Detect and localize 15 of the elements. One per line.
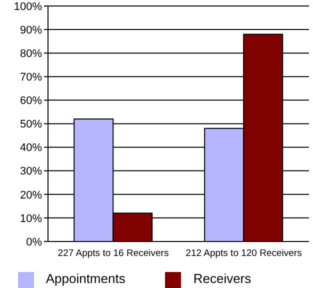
y-tick-label: 70% <box>20 72 42 84</box>
y-tick-label: 90% <box>20 24 42 36</box>
y-tick-label: 30% <box>20 166 42 178</box>
y-tick-label: 100% <box>14 0 42 13</box>
y-tick-label: 60% <box>20 95 42 108</box>
y-tick-label: 0% <box>26 236 42 248</box>
y-tick-label: 80% <box>20 48 42 60</box>
y-tick-label: 50% <box>20 118 42 131</box>
y-tick-label: 10% <box>20 212 42 225</box>
x-tick-label: 212 Appts to 120 Receivers <box>186 248 302 260</box>
x-tick-label: 227 Appts to 16 Receivers <box>58 248 169 260</box>
legend-label: Receivers <box>193 271 252 286</box>
legend-label: Appointments <box>46 271 126 286</box>
y-tick-label: 40% <box>20 142 42 154</box>
y-tick-label: 20% <box>20 189 42 202</box>
